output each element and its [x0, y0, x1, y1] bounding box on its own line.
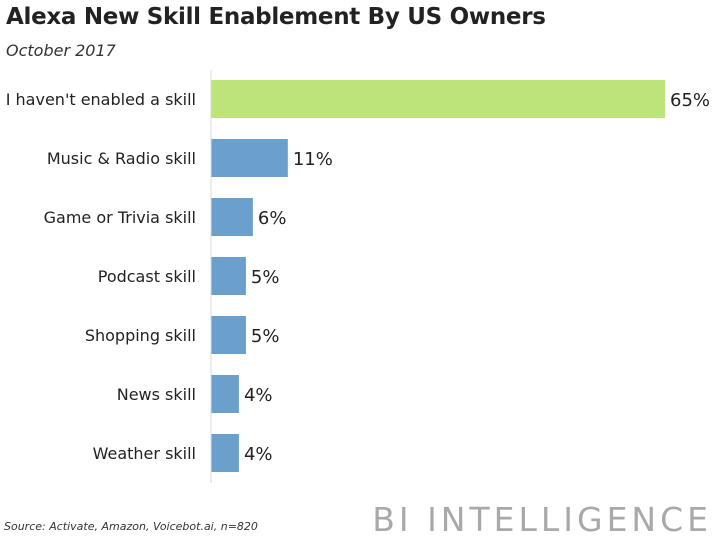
value-label-3: 5%	[251, 267, 280, 288]
bar-1	[211, 139, 288, 177]
category-label-3: Podcast skill	[98, 267, 196, 286]
bar-3	[211, 257, 246, 295]
source-note: Source: Activate, Amazon, Voicebot.ai, n…	[4, 520, 258, 533]
bar-5	[211, 375, 239, 413]
category-label-0: I haven't enabled a skill	[6, 90, 196, 109]
bar-6	[211, 434, 239, 472]
bar-4	[211, 316, 246, 354]
chart-subtitle: October 2017	[6, 41, 116, 60]
value-label-2: 6%	[258, 208, 287, 229]
value-label-6: 4%	[244, 444, 273, 465]
value-label-5: 4%	[244, 385, 273, 406]
chart-title: Alexa New Skill Enablement By US Owners	[6, 4, 546, 30]
category-label-1: Music & Radio skill	[47, 149, 196, 168]
category-label-4: Shopping skill	[85, 326, 196, 345]
brand-logo: BI INTELLIGENCE	[372, 500, 712, 539]
category-label-6: Weather skill	[93, 444, 196, 463]
category-label-5: News skill	[117, 385, 196, 404]
value-label-4: 5%	[251, 326, 280, 347]
value-label-0: 65%	[670, 90, 710, 111]
category-label-2: Game or Trivia skill	[44, 208, 196, 227]
bar-2	[211, 198, 253, 236]
value-label-1: 11%	[293, 149, 333, 170]
bar-0	[211, 80, 665, 118]
